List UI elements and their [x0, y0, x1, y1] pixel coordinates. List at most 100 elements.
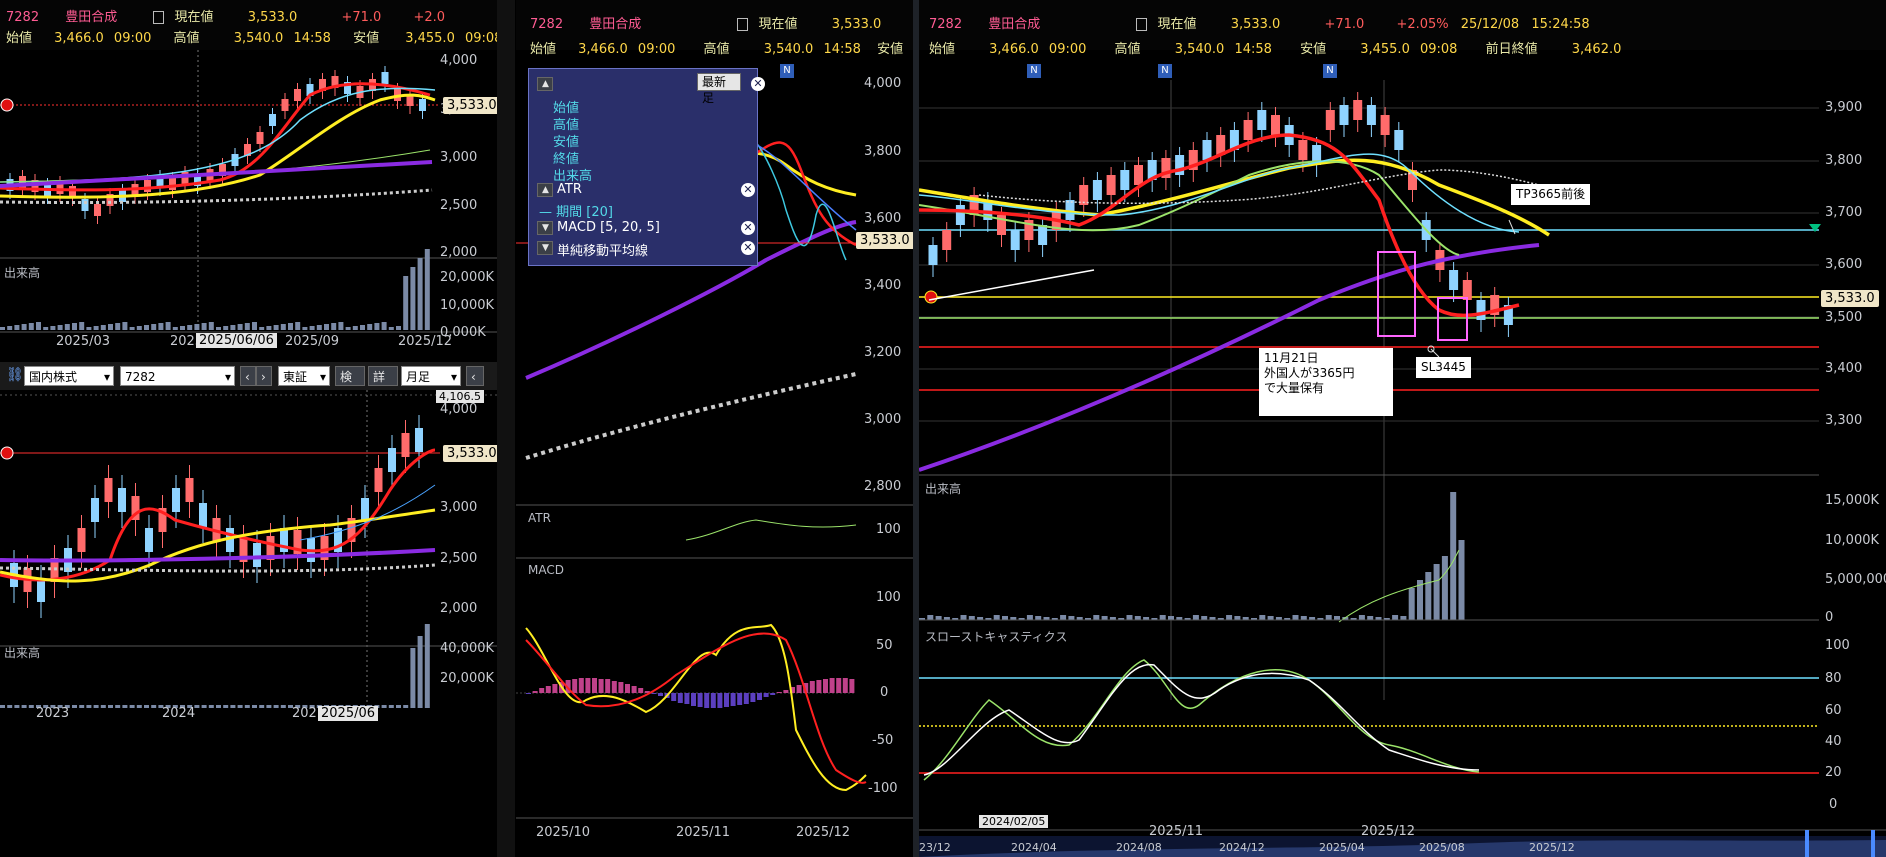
current-label: 現在値	[758, 17, 798, 32]
candle	[306, 84, 314, 96]
volume-bar	[208, 322, 214, 330]
field-low[interactable]: 安値	[553, 135, 580, 150]
link-icon[interactable]: ⛓	[6, 367, 24, 383]
volume-bar	[1284, 618, 1291, 620]
y-tick: 3,400	[864, 278, 902, 293]
macd-hist-bar	[776, 692, 782, 693]
volume-label: 出来高	[4, 266, 41, 280]
macd-item[interactable]: MACD [5, 20, 5]	[557, 220, 660, 235]
volume-bar	[927, 615, 934, 620]
candle	[91, 498, 99, 522]
macd-hist-bar	[796, 685, 802, 693]
volume-bar	[14, 705, 20, 708]
volume-bar	[100, 325, 106, 330]
volume-bar	[1251, 618, 1257, 620]
news-note[interactable]: 11月21日 外国人が3365円 で大量保有	[1259, 348, 1393, 416]
volume-bar	[273, 705, 279, 708]
field-close[interactable]: 終値	[553, 152, 580, 167]
code-select[interactable]: 7282 ▾	[120, 366, 235, 386]
macd-hist-bar	[836, 678, 842, 693]
macd-expand-button[interactable]: ▼	[537, 221, 553, 235]
volume-bar	[1085, 618, 1091, 620]
volume-bar	[7, 326, 13, 330]
left-toolbar: ⛓ 国内株式▾ 7282▾ ‹ › 東証▾ 検索 詳細 月足▾ ‹	[0, 362, 497, 390]
candle	[1462, 280, 1472, 300]
volume-bar	[288, 705, 293, 708]
volume-bar	[1068, 616, 1075, 620]
candle	[331, 76, 339, 88]
volume-bar	[172, 327, 178, 330]
macd-tick: -100	[868, 781, 898, 796]
macd-hist-bar	[717, 693, 723, 708]
candle	[1092, 180, 1102, 200]
candle	[118, 488, 126, 512]
candle	[1038, 225, 1048, 245]
right-header: 7282 豊田合成 現在値 3,533.0 +71.0 +2.05% 25/12…	[919, 0, 1886, 57]
news-badge[interactable]: N	[1158, 64, 1172, 78]
volume-bar	[1417, 580, 1423, 620]
close-icon[interactable]: ✕	[741, 241, 755, 255]
detail-button[interactable]: 詳細	[368, 366, 398, 386]
pane-splitter[interactable]	[913, 0, 919, 857]
sma-item[interactable]: 単純移動平均線	[557, 244, 649, 259]
volume-bar	[108, 705, 113, 708]
volume-bar	[187, 705, 193, 708]
search-button[interactable]: 検索	[335, 366, 365, 386]
period-select[interactable]: 月足 ▾	[401, 366, 461, 386]
close-icon[interactable]: ✕	[751, 77, 765, 91]
vol-tick: 10,000K	[1825, 533, 1880, 548]
stock-name: 豊田合成	[589, 17, 642, 32]
volume-bar	[1184, 618, 1191, 620]
volume-bar	[43, 327, 49, 330]
pane-splitter[interactable]	[497, 0, 515, 857]
exchange-select[interactable]: 東証 ▾	[278, 366, 330, 386]
close-icon[interactable]: ✕	[741, 221, 755, 235]
volume-bar	[919, 618, 925, 620]
x-tick: 2024	[162, 706, 196, 721]
open-label: 始値	[6, 31, 33, 46]
volume-bar	[28, 323, 34, 330]
sma-expand-button[interactable]: ▼	[537, 241, 553, 255]
latest-bar-button[interactable]: 最新足	[697, 73, 741, 105]
volume-bar	[1209, 617, 1216, 620]
volume-bar	[50, 326, 56, 330]
prev-button[interactable]: ‹	[240, 366, 256, 386]
market-select[interactable]: 国内株式 ▾	[24, 366, 114, 386]
volume-bar	[1367, 616, 1374, 620]
atr-period[interactable]: — 期間 [20]	[539, 205, 613, 220]
macd-hist-bar	[724, 693, 729, 707]
candle	[1175, 155, 1185, 175]
volume-bar	[345, 327, 351, 330]
volume-bar	[1309, 617, 1316, 620]
y-tick: 3,200	[864, 345, 902, 360]
stop-loss-note[interactable]: SL3445	[1416, 357, 1471, 378]
atr-collapse-button[interactable]: ▲	[537, 183, 553, 197]
take-profit-note[interactable]: TP3665前後	[1511, 184, 1591, 205]
collapse-button[interactable]: ▲	[537, 77, 553, 91]
volume-bar	[273, 325, 279, 330]
open-value: 3,466.0	[989, 42, 1039, 57]
atr-label: ATR	[528, 511, 551, 525]
news-badge[interactable]: N	[1027, 64, 1041, 78]
macd-hist-bar	[532, 691, 538, 693]
news-badge[interactable]: N	[780, 64, 794, 78]
next-button[interactable]: ›	[256, 366, 272, 386]
x-tick: 202	[292, 706, 317, 721]
atr-item[interactable]: ATR	[557, 182, 582, 197]
macd-hist-bar	[552, 684, 558, 693]
news-badge[interactable]: N	[1323, 64, 1337, 78]
close-icon[interactable]: ✕	[741, 183, 755, 197]
field-volume[interactable]: 出来高	[553, 169, 593, 184]
current-value: 3,533.0	[247, 10, 298, 25]
cursor-date: 2025/06	[318, 706, 379, 721]
volume-bar	[1392, 615, 1399, 620]
volume-bar	[1334, 616, 1340, 620]
field-high[interactable]: 高値	[553, 118, 580, 133]
x-tick: 2023	[36, 706, 70, 721]
scroll-left-button[interactable]: ‹	[466, 366, 484, 386]
high-time: 14:58	[293, 31, 331, 46]
macd-hist-bar	[658, 693, 663, 696]
macd-tick: 100	[876, 590, 901, 605]
field-open[interactable]: 始値	[553, 101, 580, 116]
macd-tick: -50	[872, 733, 894, 748]
